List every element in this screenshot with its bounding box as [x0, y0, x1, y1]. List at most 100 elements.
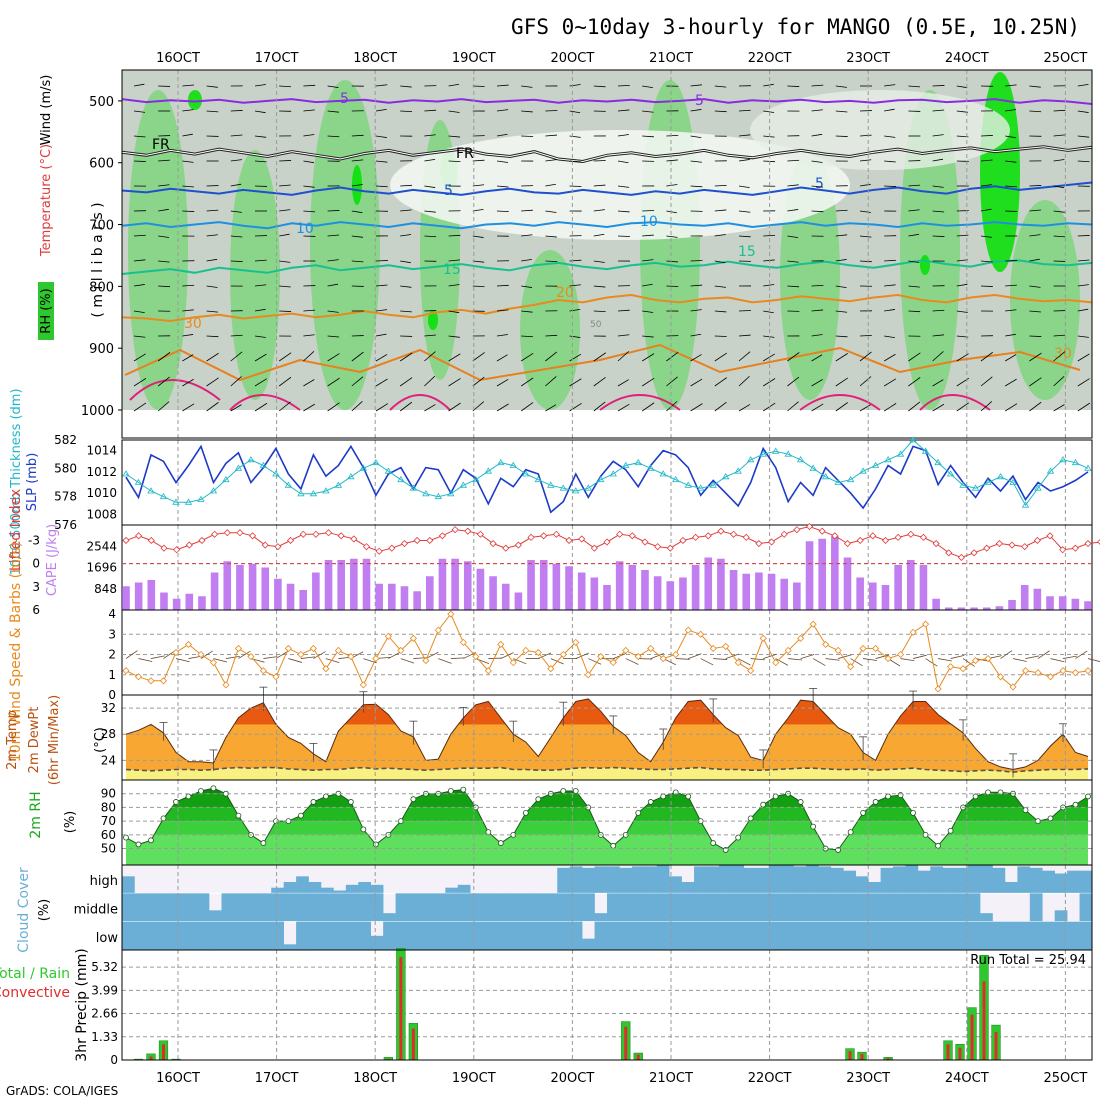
- cape-bar: [501, 583, 510, 610]
- wind-barb: [496, 403, 509, 412]
- wind-barb: [351, 351, 364, 362]
- cloud-cell: [793, 893, 807, 922]
- cape-bar: [223, 561, 232, 610]
- wind-barb: [351, 184, 363, 187]
- lifted-index-marker: [552, 530, 560, 538]
- wind-barb: [545, 404, 557, 412]
- cape-bar: [615, 561, 624, 610]
- wind-barb: [303, 379, 315, 387]
- thickness-marker: [1071, 458, 1080, 466]
- wind-barb: [617, 109, 630, 112]
- wind-barb: [545, 334, 558, 337]
- cloud-cell: [320, 887, 334, 894]
- lifted-index-marker: [894, 533, 902, 541]
- wind-barb: [1077, 110, 1089, 113]
- wind-barb: [448, 402, 461, 412]
- rh-marker: [235, 812, 242, 819]
- cape-bar: [919, 565, 928, 610]
- cloud-cell: [793, 866, 807, 894]
- wind-barb: [956, 283, 968, 287]
- thickness-marker: [634, 458, 642, 466]
- wind-barb: [230, 134, 243, 137]
- wind-barb: [206, 402, 219, 412]
- wind-barb: [448, 335, 460, 338]
- lifted-index-axis-label: Lifted Index: [8, 489, 24, 571]
- wind-barb: [932, 403, 945, 412]
- cape-bar: [324, 560, 333, 610]
- thickness-marker: [547, 481, 555, 488]
- wind-speed-marker: [497, 640, 505, 648]
- lifted-index-marker: [1084, 539, 1092, 548]
- cloud-cell: [1042, 870, 1055, 894]
- wind-barb: [279, 310, 292, 312]
- wind-barb: [424, 235, 437, 238]
- thickness-marker: [422, 490, 430, 497]
- wind-barb: [787, 235, 799, 239]
- wind-barb: [859, 159, 872, 162]
- wind-barb: [375, 378, 388, 387]
- cloud-cell: [855, 893, 869, 922]
- thickness-marker: [284, 481, 293, 488]
- cloud-cell: [893, 866, 906, 894]
- wind-barb: [545, 134, 558, 137]
- thickness-marker: [384, 467, 393, 474]
- wind-barb: [1004, 354, 1017, 362]
- cloud-cell: [233, 921, 247, 950]
- cloud-cell: [122, 921, 135, 950]
- wind-barb: [569, 402, 582, 412]
- lifted-index-marker: [464, 527, 472, 535]
- wind-speed-marker: [709, 644, 717, 653]
- wind-barb: [351, 134, 364, 137]
- wind-barb: [278, 352, 292, 362]
- rh-marker: [647, 799, 654, 805]
- thickness-marker: [134, 478, 143, 485]
- lifted-index-marker: [502, 544, 510, 552]
- cloud-cell: [930, 893, 944, 922]
- lifted-index-marker: [211, 530, 219, 538]
- temperature-panel: 24 28 32 2m Temp 2m DewPt (6hr Min/Max) (°C): [5, 686, 1093, 785]
- wind-barb: [835, 209, 848, 212]
- rh-marker: [160, 815, 167, 822]
- wind-speed-marker: [384, 632, 392, 640]
- cloud-cell: [917, 921, 931, 950]
- wind-speed-marker: [759, 634, 767, 642]
- wind-speed-marker: [397, 646, 405, 655]
- wind-barb: [617, 351, 629, 362]
- isotherm-label: 50: [590, 320, 602, 330]
- cloud-cell: [457, 884, 471, 894]
- cape-bar: [704, 557, 713, 610]
- wind-barb: [278, 376, 292, 387]
- lifted-index-marker: [489, 539, 497, 548]
- wind-barb: [763, 310, 774, 314]
- cape-bar: [147, 580, 156, 610]
- cloud-cell: [880, 893, 894, 922]
- cape-bar: [793, 582, 801, 610]
- date-tick-label: 18OCT: [353, 1071, 397, 1086]
- rh-marker: [810, 823, 817, 830]
- cloud-cell: [718, 921, 732, 950]
- wind-barb: [133, 83, 145, 87]
- thickness-marker: [222, 475, 230, 483]
- thickness-marker: [871, 461, 880, 468]
- wind-speed-marker: [747, 667, 755, 675]
- wind-barb: [617, 235, 630, 237]
- cape-bar: [425, 576, 434, 610]
- wind-barb: [569, 84, 581, 87]
- thickness-marker: [921, 447, 930, 454]
- wind-barb: [690, 185, 703, 188]
- wind-barb: [593, 285, 606, 288]
- thickness-marker: [796, 456, 805, 463]
- wind-barb: [521, 234, 533, 237]
- cloud-cell: [258, 921, 272, 950]
- lifted-index-marker: [286, 536, 295, 545]
- thickness-marker: [846, 475, 855, 483]
- wind-barb: [1005, 185, 1017, 188]
- cape-bar: [451, 558, 459, 610]
- cloud-cell: [345, 893, 359, 922]
- rh-marker: [298, 812, 304, 819]
- isotherm-label: 30: [1054, 346, 1072, 362]
- wind-barb: [1077, 135, 1090, 138]
- thickness-marker: [522, 470, 530, 477]
- cape-bar: [1020, 585, 1029, 610]
- wind-barb: [303, 185, 315, 188]
